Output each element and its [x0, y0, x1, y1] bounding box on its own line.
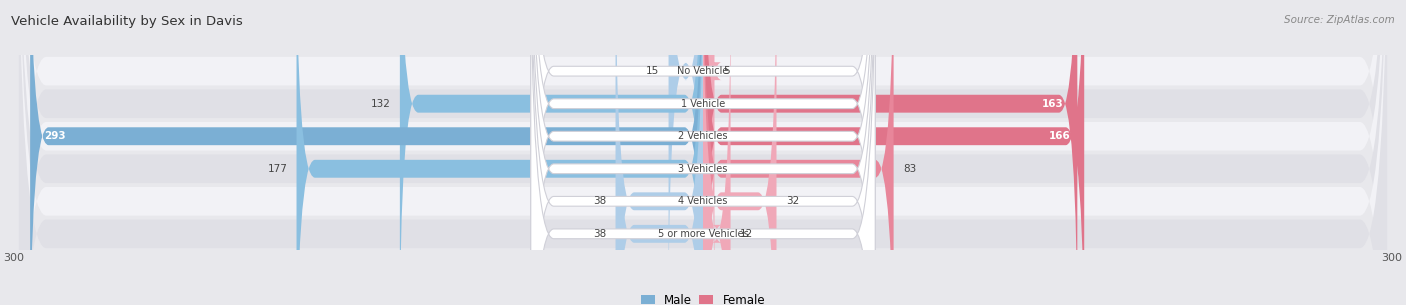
Text: 32: 32 [786, 196, 799, 206]
Legend: Male, Female: Male, Female [641, 294, 765, 305]
Text: No Vehicle: No Vehicle [678, 66, 728, 76]
Text: 38: 38 [593, 229, 606, 239]
FancyBboxPatch shape [18, 0, 1388, 305]
Text: 3 Vehicles: 3 Vehicles [678, 164, 728, 174]
FancyBboxPatch shape [531, 0, 875, 305]
FancyBboxPatch shape [18, 0, 1388, 305]
Text: 163: 163 [1042, 99, 1063, 109]
FancyBboxPatch shape [703, 0, 776, 305]
FancyBboxPatch shape [30, 0, 703, 305]
FancyBboxPatch shape [297, 0, 703, 305]
FancyBboxPatch shape [616, 0, 703, 305]
Text: 166: 166 [1049, 131, 1070, 141]
Text: 293: 293 [44, 131, 66, 141]
FancyBboxPatch shape [703, 0, 1077, 305]
FancyBboxPatch shape [669, 0, 703, 305]
FancyBboxPatch shape [703, 0, 894, 305]
Text: 83: 83 [903, 164, 917, 174]
FancyBboxPatch shape [531, 0, 875, 305]
Text: Source: ZipAtlas.com: Source: ZipAtlas.com [1284, 15, 1395, 25]
Text: 132: 132 [371, 99, 391, 109]
Text: 15: 15 [647, 66, 659, 76]
Text: 4 Vehicles: 4 Vehicles [678, 196, 728, 206]
FancyBboxPatch shape [696, 0, 721, 305]
Text: 177: 177 [267, 164, 287, 174]
FancyBboxPatch shape [399, 0, 703, 305]
Text: Vehicle Availability by Sex in Davis: Vehicle Availability by Sex in Davis [11, 15, 243, 28]
Text: 1 Vehicle: 1 Vehicle [681, 99, 725, 109]
FancyBboxPatch shape [18, 0, 1388, 305]
FancyBboxPatch shape [531, 0, 875, 305]
FancyBboxPatch shape [18, 0, 1388, 305]
Text: 38: 38 [593, 196, 606, 206]
FancyBboxPatch shape [703, 0, 1084, 305]
Text: 12: 12 [740, 229, 754, 239]
Text: 5 or more Vehicles: 5 or more Vehicles [658, 229, 748, 239]
FancyBboxPatch shape [703, 0, 731, 305]
Text: 5: 5 [724, 66, 730, 76]
FancyBboxPatch shape [18, 0, 1388, 305]
FancyBboxPatch shape [531, 0, 875, 305]
Text: 2 Vehicles: 2 Vehicles [678, 131, 728, 141]
FancyBboxPatch shape [531, 0, 875, 305]
FancyBboxPatch shape [531, 0, 875, 305]
FancyBboxPatch shape [18, 0, 1388, 305]
FancyBboxPatch shape [616, 0, 703, 305]
